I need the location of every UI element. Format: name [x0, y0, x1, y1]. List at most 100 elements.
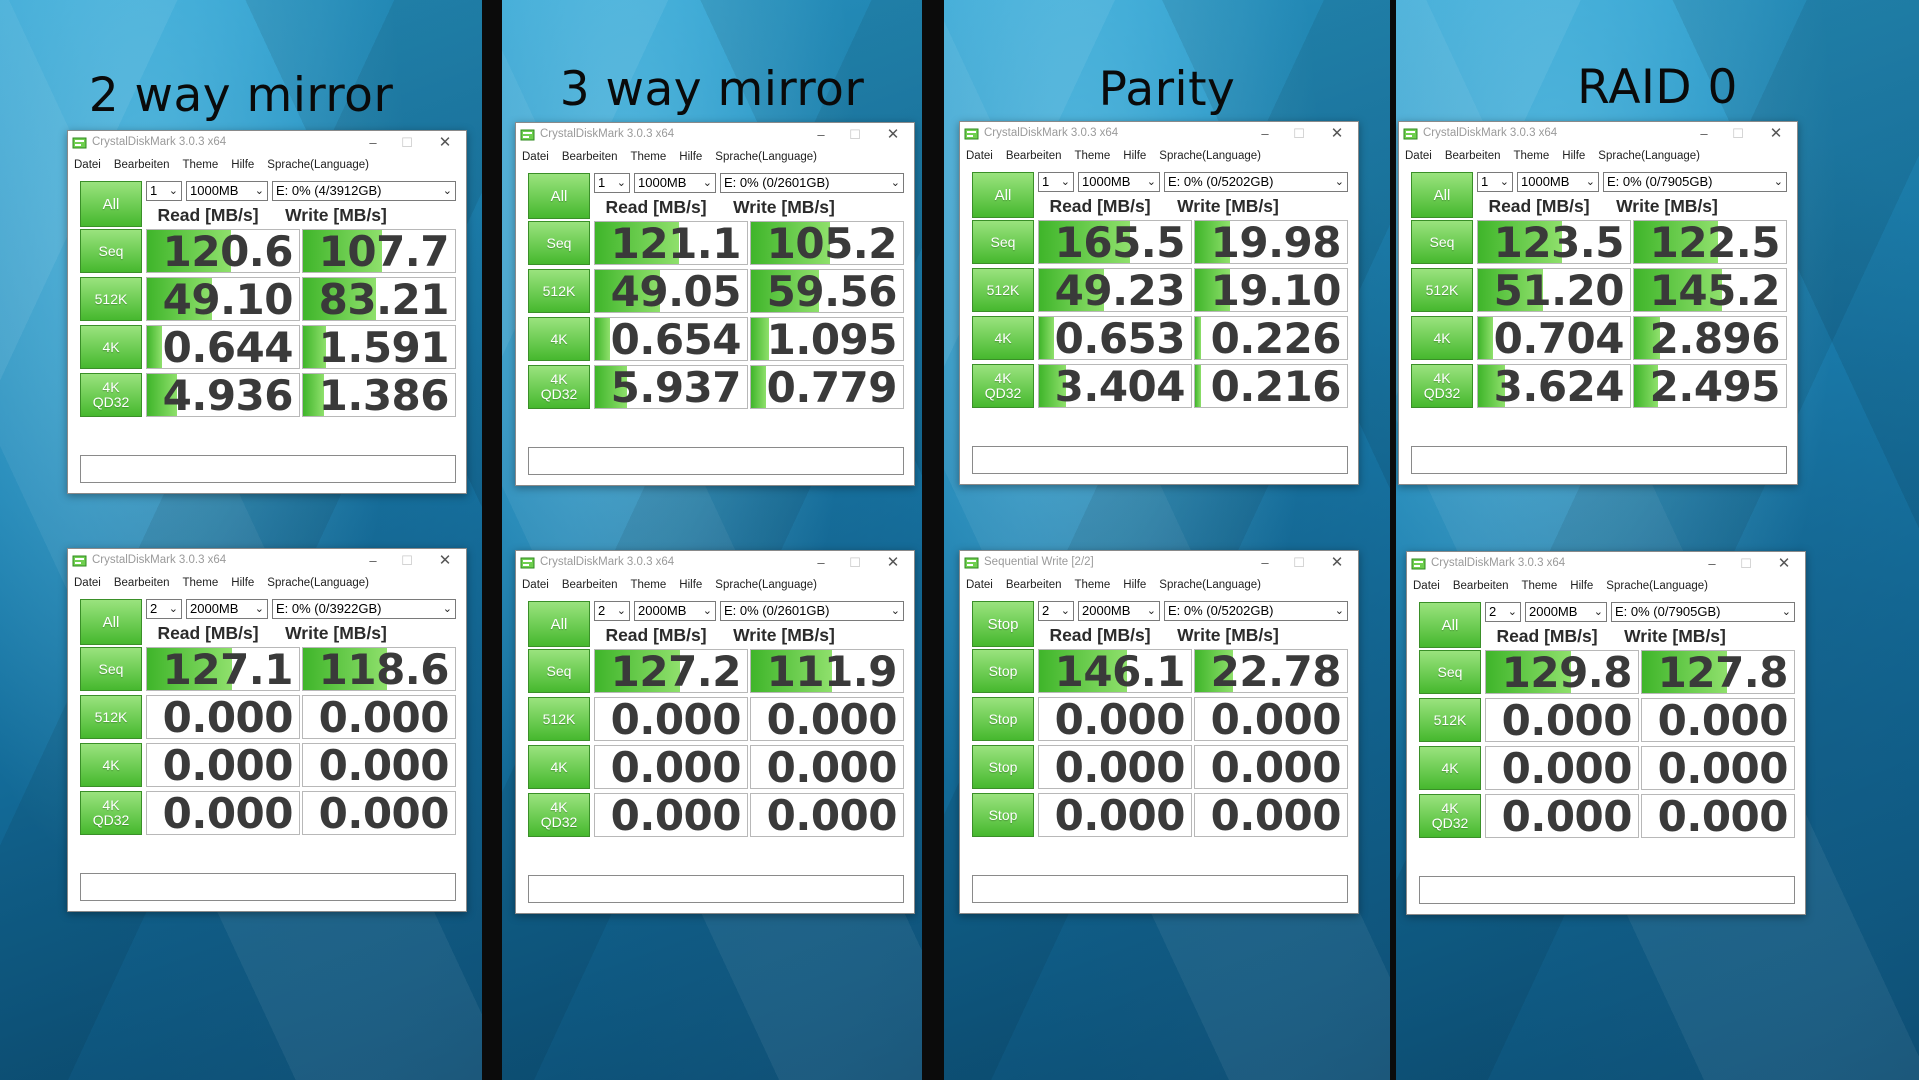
maximize-icon[interactable]: ☐ [401, 135, 413, 150]
menu-item[interactable]: Theme [1521, 580, 1558, 592]
test-button[interactable]: 4K QD32 [1411, 364, 1473, 408]
drive-select[interactable]: E: 0% (0/2601GB) ⌄ [720, 601, 904, 621]
test-button[interactable]: 4K QD32 [80, 791, 142, 835]
menu-item[interactable]: Hilfe [679, 579, 703, 591]
test-button[interactable]: 4K [1419, 746, 1481, 790]
all-button[interactable]: All [80, 181, 142, 227]
menu-item[interactable]: Datei [966, 150, 993, 162]
title-bar[interactable]: CrystalDiskMark 3.0.3 x64 – ☐ ✕ [1399, 122, 1797, 146]
comment-field[interactable] [1419, 876, 1795, 904]
menu-item[interactable]: Theme [182, 159, 219, 171]
test-size-select[interactable]: 2000MB ⌄ [634, 601, 716, 621]
close-icon[interactable]: ✕ [886, 126, 900, 143]
menu-item[interactable]: Datei [74, 159, 101, 171]
all-button[interactable]: All [528, 601, 590, 647]
test-button[interactable]: Stop [972, 649, 1034, 693]
close-icon[interactable]: ✕ [1330, 125, 1344, 142]
minimize-icon[interactable]: – [817, 127, 825, 142]
comment-field[interactable] [972, 875, 1348, 903]
minimize-icon[interactable]: – [369, 553, 377, 568]
menu-item[interactable]: Theme [1513, 150, 1550, 162]
minimize-icon[interactable]: – [1700, 126, 1708, 141]
menu-item[interactable]: Theme [1074, 579, 1111, 591]
comment-field[interactable] [1411, 446, 1787, 474]
menu-item[interactable]: Bearbeiten [1444, 150, 1501, 162]
close-icon[interactable]: ✕ [1769, 125, 1783, 142]
menu-item[interactable]: Sprache(Language) [715, 151, 817, 163]
test-button[interactable]: 512K [1411, 268, 1473, 312]
test-button[interactable]: Seq [80, 647, 142, 691]
test-button[interactable]: 4K QD32 [1419, 794, 1481, 838]
title-bar[interactable]: CrystalDiskMark 3.0.3 x64 – ☐ ✕ [1407, 552, 1805, 576]
test-size-select[interactable]: 2000MB ⌄ [1078, 601, 1160, 621]
comment-field[interactable] [528, 875, 904, 903]
menu-item[interactable]: Sprache(Language) [1159, 150, 1261, 162]
menu-item[interactable]: Bearbeiten [1005, 579, 1062, 591]
maximize-icon[interactable]: ☐ [1740, 556, 1752, 571]
all-button[interactable]: All [80, 599, 142, 645]
menu-item[interactable]: Hilfe [1570, 580, 1594, 592]
menu-item[interactable]: Sprache(Language) [1159, 579, 1261, 591]
title-bar[interactable]: CrystalDiskMark 3.0.3 x64 – ☐ ✕ [68, 549, 466, 573]
test-count-select[interactable]: 2 ⌄ [146, 599, 182, 619]
test-button[interactable]: 4K [528, 745, 590, 789]
menu-item[interactable]: Bearbeiten [113, 159, 170, 171]
test-button[interactable]: Stop [972, 793, 1034, 837]
menu-item[interactable]: Sprache(Language) [1606, 580, 1708, 592]
title-bar[interactable]: CrystalDiskMark 3.0.3 x64 – ☐ ✕ [960, 122, 1358, 146]
test-button[interactable]: Seq [1419, 650, 1481, 694]
menu-item[interactable]: Hilfe [231, 159, 255, 171]
close-icon[interactable]: ✕ [1777, 555, 1791, 572]
menu-item[interactable]: Datei [1405, 150, 1432, 162]
drive-select[interactable]: E: 0% (0/5202GB) ⌄ [1164, 601, 1348, 621]
minimize-icon[interactable]: – [1261, 126, 1269, 141]
menu-item[interactable]: Datei [522, 151, 549, 163]
maximize-icon[interactable]: ☐ [1732, 126, 1744, 141]
test-size-select[interactable]: 1000MB ⌄ [186, 181, 268, 201]
drive-select[interactable]: E: 0% (0/2601GB) ⌄ [720, 173, 904, 193]
menu-item[interactable]: Datei [966, 579, 993, 591]
menu-item[interactable]: Sprache(Language) [1598, 150, 1700, 162]
test-button[interactable]: 4K [80, 325, 142, 369]
test-size-select[interactable]: 2000MB ⌄ [186, 599, 268, 619]
test-button[interactable]: 4K [1411, 316, 1473, 360]
drive-select[interactable]: E: 0% (4/3912GB) ⌄ [272, 181, 456, 201]
test-count-select[interactable]: 1 ⌄ [1038, 172, 1074, 192]
test-button[interactable]: 4K [972, 316, 1034, 360]
menu-item[interactable]: Theme [630, 579, 667, 591]
comment-field[interactable] [528, 447, 904, 475]
test-button[interactable]: 4K QD32 [80, 373, 142, 417]
test-button[interactable]: 512K [80, 695, 142, 739]
minimize-icon[interactable]: – [817, 555, 825, 570]
comment-field[interactable] [80, 873, 456, 901]
menu-item[interactable]: Hilfe [679, 151, 703, 163]
menu-item[interactable]: Theme [182, 577, 219, 589]
test-count-select[interactable]: 2 ⌄ [594, 601, 630, 621]
all-button[interactable]: All [1411, 172, 1473, 218]
menu-item[interactable]: Bearbeiten [561, 151, 618, 163]
menu-item[interactable]: Datei [74, 577, 101, 589]
drive-select[interactable]: E: 0% (0/5202GB) ⌄ [1164, 172, 1348, 192]
test-count-select[interactable]: 1 ⌄ [1477, 172, 1513, 192]
test-size-select[interactable]: 1000MB ⌄ [1078, 172, 1160, 192]
all-button[interactable]: All [528, 173, 590, 219]
title-bar[interactable]: Sequential Write [2/2] – ☐ ✕ [960, 551, 1358, 575]
title-bar[interactable]: CrystalDiskMark 3.0.3 x64 – ☐ ✕ [516, 123, 914, 147]
test-button[interactable]: Seq [972, 220, 1034, 264]
test-button[interactable]: 4K QD32 [972, 364, 1034, 408]
menu-item[interactable]: Hilfe [1562, 150, 1586, 162]
menu-item[interactable]: Theme [1074, 150, 1111, 162]
all-button[interactable]: All [1419, 602, 1481, 648]
menu-item[interactable]: Sprache(Language) [715, 579, 817, 591]
test-button[interactable]: 512K [528, 269, 590, 313]
menu-item[interactable]: Hilfe [1123, 579, 1147, 591]
test-button[interactable]: 4K [80, 743, 142, 787]
test-button[interactable]: Seq [528, 649, 590, 693]
test-button[interactable]: 4K QD32 [528, 793, 590, 837]
test-size-select[interactable]: 2000MB ⌄ [1525, 602, 1607, 622]
maximize-icon[interactable]: ☐ [401, 553, 413, 568]
test-count-select[interactable]: 1 ⌄ [146, 181, 182, 201]
close-icon[interactable]: ✕ [1330, 554, 1344, 571]
maximize-icon[interactable]: ☐ [1293, 126, 1305, 141]
test-button[interactable]: 512K [1419, 698, 1481, 742]
